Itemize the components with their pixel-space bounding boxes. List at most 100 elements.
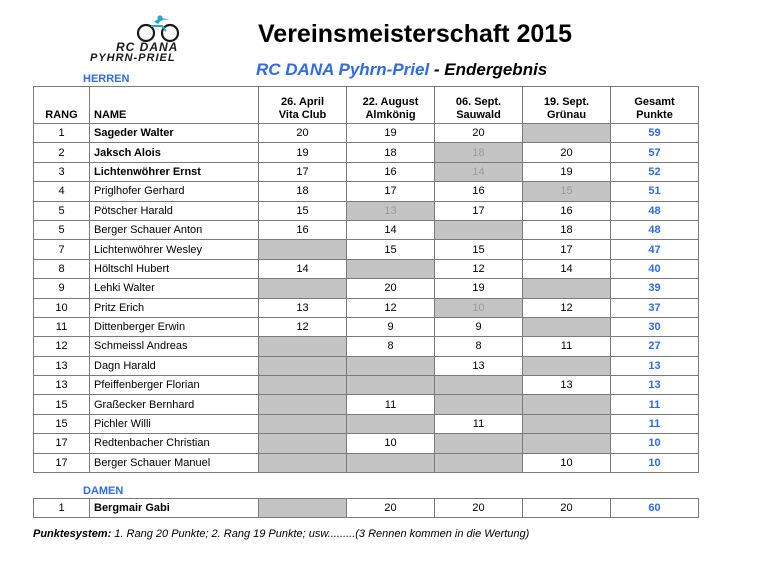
points-cell-event-1 bbox=[258, 452, 347, 474]
points-cell-event-2: 20 bbox=[346, 497, 435, 519]
table-row: 4 Priglhofer Gerhard 18 17 16 15 51 bbox=[33, 181, 699, 202]
points-cell-event-1 bbox=[258, 413, 347, 435]
name-cell: Berger Schauer Manuel bbox=[89, 452, 259, 474]
name-cell: Lehki Walter bbox=[89, 278, 259, 299]
rank-cell: 3 bbox=[33, 161, 90, 183]
points-cell-event-2 bbox=[346, 452, 435, 474]
rank-cell: 2 bbox=[33, 142, 90, 163]
header-event-1-date: 26. April bbox=[281, 96, 324, 108]
name-cell: Lichtenwöhrer Wesley bbox=[89, 239, 259, 260]
points-cell-event-2: 12 bbox=[346, 297, 435, 318]
results-table-damen: 1 Bergmair Gabi 20 20 20 60 bbox=[33, 497, 699, 519]
total-cell: 47 bbox=[610, 239, 699, 260]
points-cell-event-1: 17 bbox=[258, 161, 347, 183]
points-cell-event-3 bbox=[434, 375, 523, 396]
header-event-4-name: Grünau bbox=[546, 109, 587, 121]
total-cell: 30 bbox=[610, 316, 699, 338]
points-cell-event-3 bbox=[434, 219, 523, 241]
logo-brand-line1: RC DANA bbox=[116, 40, 179, 54]
name-cell: Pritz Erich bbox=[89, 297, 259, 318]
table-row: 17 Berger Schauer Manuel 10 10 bbox=[33, 452, 699, 474]
points-cell-event-2 bbox=[346, 258, 435, 280]
points-cell-event-1: 19 bbox=[258, 142, 347, 163]
points-system-label: Punktesystem: bbox=[33, 528, 112, 540]
points-cell-event-4: 10 bbox=[522, 452, 611, 474]
club-name: RC DANA Pyhrn-Priel bbox=[256, 60, 430, 79]
table-row: 15 Graßecker Bernhard 11 11 bbox=[33, 394, 699, 415]
header-total: Gesamt Punkte bbox=[610, 86, 699, 124]
results-table-herren: RANG NAME 26. April Vita Club 22. August A… bbox=[33, 86, 699, 474]
points-cell-event-1: 12 bbox=[258, 316, 347, 338]
points-cell-event-4: 11 bbox=[522, 336, 611, 357]
points-cell-event-3 bbox=[434, 394, 523, 415]
rank-cell: 7 bbox=[33, 239, 90, 260]
table-row: 11 Dittenberger Erwin 12 9 9 30 bbox=[33, 316, 699, 338]
rank-cell: 17 bbox=[33, 452, 90, 474]
table-row: 3 Lichtenwöhrer Ernst 17 16 14 19 52 bbox=[33, 161, 699, 183]
header-event-3-date: 06. Sept. bbox=[455, 96, 502, 108]
points-cell-event-1: 15 bbox=[258, 200, 347, 221]
points-cell-event-4 bbox=[522, 355, 611, 377]
page-subtitle: RC DANA Pyhrn-Priel - Endergebnis bbox=[256, 60, 547, 80]
table-row: 15 Pichler Willi 11 11 bbox=[33, 413, 699, 435]
points-cell-event-4: 15 bbox=[522, 181, 611, 202]
table-row: 2 Jaksch Alois 19 18 18 20 57 bbox=[33, 142, 699, 163]
points-cell-event-2: 13 bbox=[346, 200, 435, 221]
rank-cell: 5 bbox=[33, 200, 90, 221]
points-cell-event-2: 18 bbox=[346, 142, 435, 163]
table-row: 10 Pritz Erich 13 12 10 12 37 bbox=[33, 297, 699, 318]
rank-cell: 15 bbox=[33, 394, 90, 415]
club-logo: RC DANA PYHRN-PRIEL bbox=[88, 14, 228, 64]
points-cell-event-3: 13 bbox=[434, 355, 523, 377]
header-total-line1: Gesamt bbox=[634, 96, 675, 108]
header-event-4: 19. Sept. Grünau bbox=[522, 86, 611, 124]
header-total-line2: Punkte bbox=[636, 109, 673, 121]
header-event-3: 06. Sept. Sauwald bbox=[434, 86, 523, 124]
table-row: 8 Höltschl Hubert 14 12 14 40 bbox=[33, 258, 699, 280]
rank-cell: 11 bbox=[33, 316, 90, 338]
points-cell-event-3: 16 bbox=[434, 181, 523, 202]
name-cell: Dagn Harald bbox=[89, 355, 259, 377]
points-cell-event-4: 20 bbox=[522, 497, 611, 519]
total-cell: 37 bbox=[610, 297, 699, 318]
rank-cell: 8 bbox=[33, 258, 90, 280]
name-cell: Graßecker Bernhard bbox=[89, 394, 259, 415]
header-event-2-name: Almkönig bbox=[365, 109, 416, 121]
name-cell: Jaksch Alois bbox=[89, 142, 259, 163]
header-event-1-name: Vita Club bbox=[278, 109, 327, 121]
points-cell-event-4: 13 bbox=[522, 375, 611, 396]
result-label: - Endergebnis bbox=[433, 60, 548, 79]
page-title: Vereinsmeisterschaft 2015 bbox=[258, 20, 573, 48]
name-cell: Höltschl Hubert bbox=[89, 258, 259, 280]
header-event-2: 22. August Almkönig bbox=[346, 86, 435, 124]
points-cell-event-2: 20 bbox=[346, 278, 435, 299]
total-cell: 52 bbox=[610, 161, 699, 183]
points-cell-event-4: 16 bbox=[522, 200, 611, 221]
rank-cell: 1 bbox=[33, 122, 90, 144]
table-header-row: RANG NAME 26. April Vita Club 22. August A… bbox=[33, 86, 699, 124]
points-cell-event-1 bbox=[258, 375, 347, 396]
points-cell-event-1 bbox=[258, 433, 347, 454]
total-cell: 13 bbox=[610, 375, 699, 396]
points-cell-event-4 bbox=[522, 413, 611, 435]
rank-cell: 12 bbox=[33, 336, 90, 357]
rank-cell: 5 bbox=[33, 219, 90, 241]
points-cell-event-3: 19 bbox=[434, 278, 523, 299]
points-cell-event-2: 10 bbox=[346, 433, 435, 454]
total-cell: 40 bbox=[610, 258, 699, 280]
points-cell-event-1: 20 bbox=[258, 122, 347, 144]
header-event-4-date: 19. Sept. bbox=[543, 96, 590, 108]
points-cell-event-2: 17 bbox=[346, 181, 435, 202]
points-cell-event-2 bbox=[346, 355, 435, 377]
name-cell: Bergmair Gabi bbox=[89, 497, 259, 519]
name-cell: Lichtenwöhrer Ernst bbox=[89, 161, 259, 183]
points-cell-event-4 bbox=[522, 394, 611, 415]
total-cell: 57 bbox=[610, 142, 699, 163]
points-cell-event-2: 11 bbox=[346, 394, 435, 415]
header-event-3-name: Sauwald bbox=[456, 109, 501, 121]
points-cell-event-2: 8 bbox=[346, 336, 435, 357]
table-row: 1 Sageder Walter 20 19 20 59 bbox=[33, 122, 699, 144]
points-cell-event-4: 14 bbox=[522, 258, 611, 280]
points-cell-event-4: 20 bbox=[522, 142, 611, 163]
points-cell-event-1 bbox=[258, 278, 347, 299]
